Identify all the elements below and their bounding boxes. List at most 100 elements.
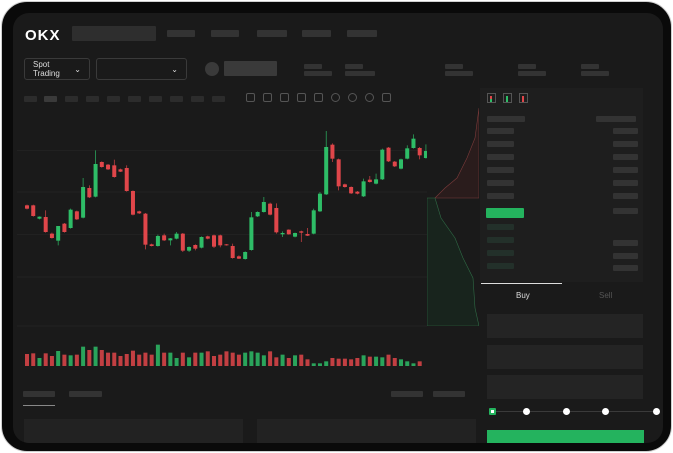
leverage-slider[interactable] (489, 408, 660, 415)
candle (106, 164, 111, 170)
volume-bar (386, 354, 391, 366)
volume-bar (268, 351, 273, 366)
chevron-down-icon: ⌄ (74, 64, 81, 74)
stat (445, 64, 463, 69)
volume-bar (230, 352, 235, 366)
market-select-label: Spot Trading (33, 60, 60, 78)
order-book-view-asks-icon[interactable] (519, 93, 528, 103)
candle (68, 209, 73, 228)
candle (349, 187, 354, 194)
candle (137, 211, 142, 214)
volume-bar (405, 361, 410, 366)
indicator-icon[interactable] (263, 93, 272, 102)
bid-row-price (487, 263, 514, 269)
total-input[interactable] (487, 375, 643, 399)
nav-item[interactable] (257, 30, 287, 37)
timeframe-button[interactable] (65, 96, 78, 102)
candle (218, 235, 223, 246)
indicator-icon[interactable] (246, 93, 255, 102)
stat (304, 71, 332, 76)
nav-item[interactable] (167, 30, 195, 37)
volume-bar (31, 353, 36, 366)
candle (305, 234, 310, 236)
order-book-view-both-icon[interactable] (487, 93, 496, 103)
candle (311, 210, 316, 234)
timeframe-button[interactable] (44, 96, 57, 102)
volume-bar (199, 352, 204, 366)
indicator-icon[interactable] (280, 93, 289, 102)
okx-logo: OKX (25, 27, 61, 44)
volume-bar (193, 352, 198, 366)
draw-icon[interactable] (331, 93, 340, 102)
candle (212, 235, 216, 247)
pair-select[interactable]: ⌄ (96, 58, 187, 80)
candle (392, 161, 397, 167)
timeframe-button[interactable] (128, 96, 141, 102)
candle (155, 236, 160, 246)
volume-bar (93, 346, 98, 366)
settings-icon[interactable] (365, 93, 374, 102)
bottom-tab[interactable] (69, 391, 102, 397)
volume-bar (187, 357, 192, 366)
bottom-panel (24, 419, 243, 443)
timeframe-button[interactable] (149, 96, 162, 102)
line-tool-icon[interactable] (314, 93, 323, 102)
amount-input[interactable] (487, 345, 643, 369)
ask-row-price (487, 128, 514, 134)
buy-button[interactable] (487, 430, 644, 443)
volume-bar (49, 356, 54, 366)
volume-bar (74, 354, 79, 366)
timeframe-button[interactable] (107, 96, 120, 102)
fullscreen-icon[interactable] (382, 93, 391, 102)
slider-step[interactable] (653, 408, 660, 415)
slider-step[interactable] (563, 408, 570, 415)
candle (193, 245, 198, 249)
timeframe-button[interactable] (191, 96, 204, 102)
candle (317, 193, 322, 212)
timeframe-button[interactable] (24, 96, 37, 102)
ask-row-price (487, 167, 514, 173)
candle (417, 148, 422, 156)
ask-row-amount (613, 193, 638, 199)
price-input[interactable] (487, 314, 643, 338)
candle (243, 252, 248, 259)
candle (324, 147, 329, 195)
market-select[interactable]: Spot Trading ⌄ (24, 58, 90, 80)
volume-bar (374, 356, 379, 366)
order-book-header (596, 116, 636, 122)
volume-bar (62, 354, 67, 366)
bottom-action[interactable] (433, 391, 465, 397)
timeframe-button[interactable] (86, 96, 99, 102)
bottom-tab-active[interactable] (23, 391, 55, 397)
timeframe-button[interactable] (212, 96, 225, 102)
nav-item[interactable] (302, 30, 331, 37)
volume-bar (286, 358, 291, 366)
candle (423, 151, 427, 158)
search-bar[interactable] (72, 26, 156, 41)
bottom-tab-underline (23, 405, 55, 406)
candle (274, 208, 279, 233)
slider-step[interactable] (523, 408, 530, 415)
bottom-action[interactable] (391, 391, 423, 397)
volume-bar (99, 350, 104, 366)
nav-item[interactable] (347, 30, 377, 37)
slider-step[interactable] (602, 408, 609, 415)
volume-bar (243, 352, 248, 366)
nav-item[interactable] (211, 30, 239, 37)
slider-handle[interactable] (489, 408, 496, 415)
settings-icon[interactable] (348, 93, 357, 102)
buy-tab[interactable]: Buy (516, 291, 530, 300)
order-book-view-bids-icon[interactable] (503, 93, 512, 103)
timeframe-button[interactable] (170, 96, 183, 102)
indicator-icon[interactable] (297, 93, 306, 102)
volume-bar (112, 352, 117, 366)
depth-chart (427, 108, 479, 326)
bid-row-amount (613, 265, 638, 271)
candle (130, 191, 135, 215)
coin-icon (205, 62, 219, 76)
volume-bar (305, 359, 310, 366)
volume-bar (349, 359, 354, 366)
sell-tab[interactable]: Sell (599, 291, 613, 300)
volume-bar (342, 358, 347, 366)
candle (380, 149, 385, 180)
